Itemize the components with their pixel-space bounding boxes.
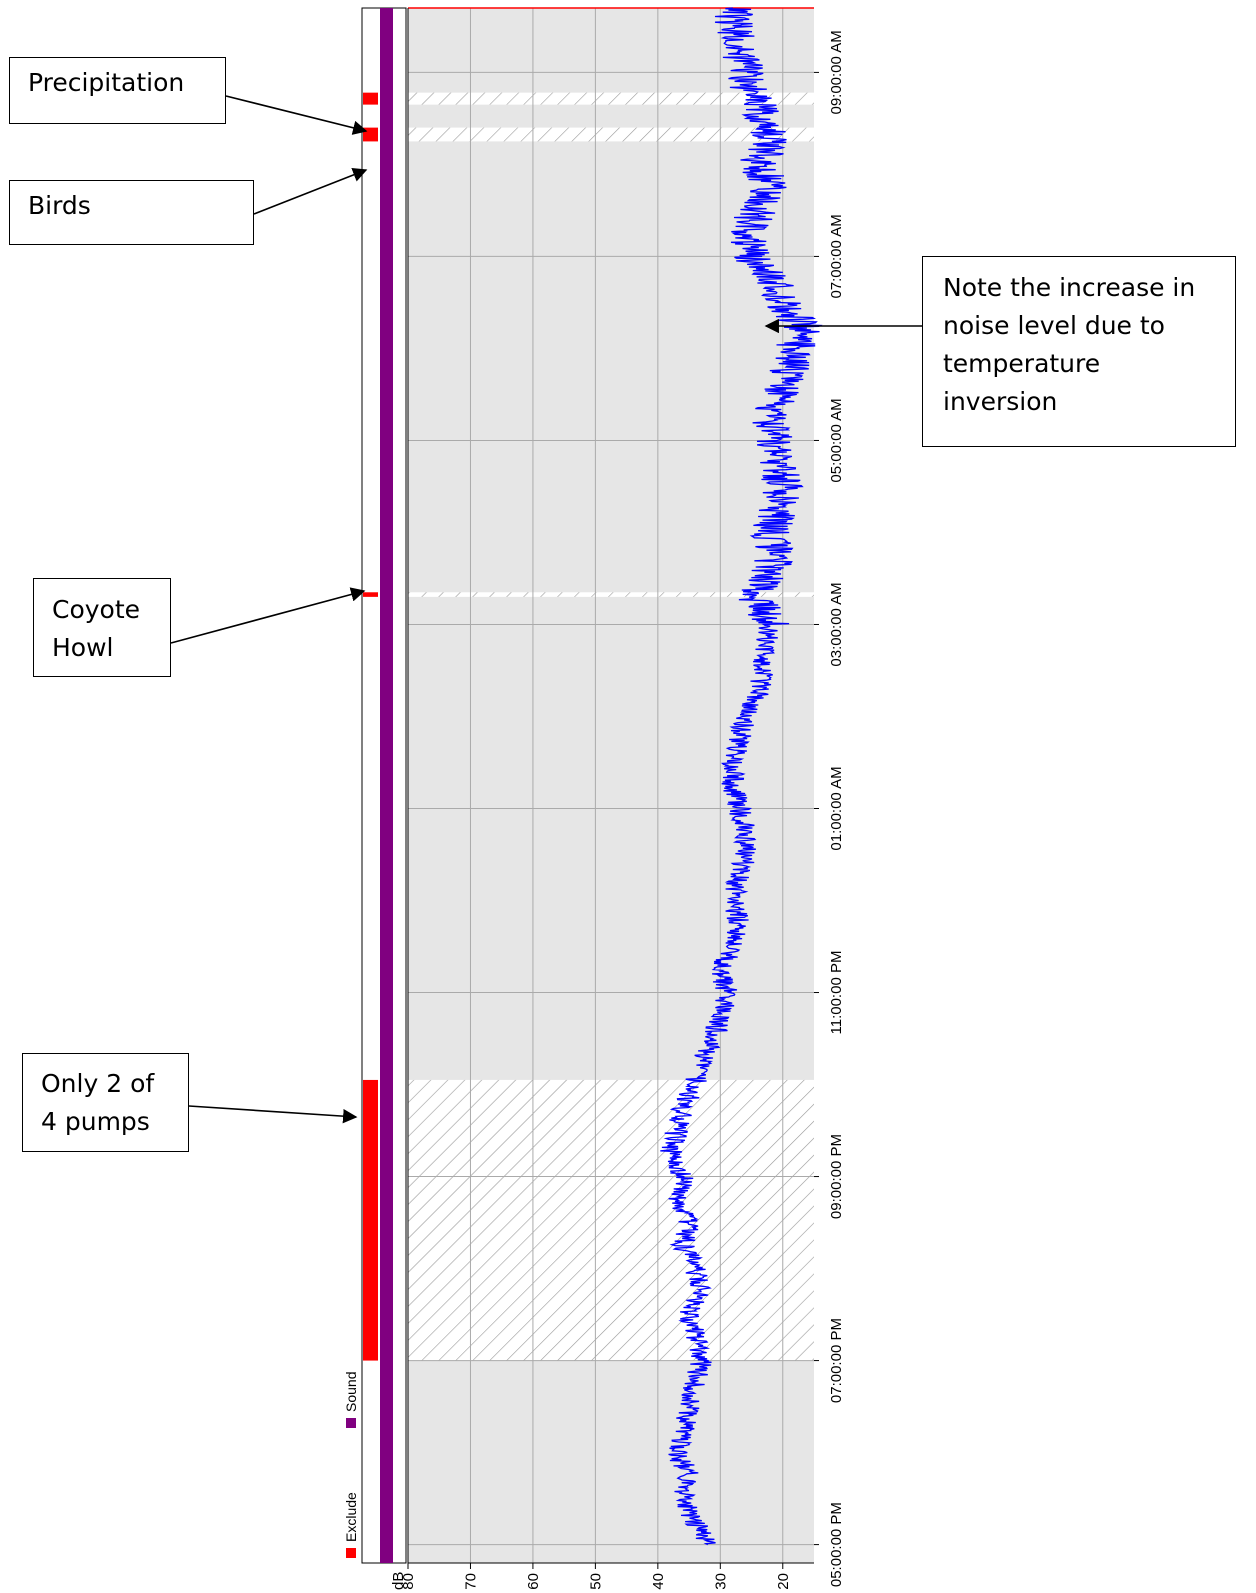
coyote-howl-callout: Coyote Howl [33, 578, 171, 677]
time-tick-label: 09:00:00 AM [828, 30, 845, 114]
pumps-callout: Only 2 of 4 pumps [22, 1053, 189, 1152]
value-tick-label: 30 [712, 1573, 729, 1590]
excluded-zone-1 [408, 1079, 814, 1361]
time-tick-label: 05:00:00 AM [828, 398, 845, 482]
excluded-zone-3 [408, 127, 814, 142]
value-tick-label: 60 [525, 1573, 542, 1590]
value-tick-label: 50 [587, 1573, 604, 1590]
inversion-label-line4: inversion [943, 387, 1058, 416]
time-axis-ticks: 05:00:00 PM 07:00:00 PM 09:00:00 PM 11:00:0… [814, 30, 845, 1587]
inversion-label-line2: noise level due to [943, 311, 1165, 340]
birds-label: Birds [28, 191, 91, 220]
exclude-mark-1 [363, 1079, 378, 1361]
exclude-legend-swatch [346, 1548, 356, 1558]
exclude-mark-4 [363, 92, 378, 105]
time-tick-label: 03:00:00 AM [828, 582, 845, 666]
time-tick-label: 01:00:00 AM [828, 766, 845, 850]
inversion-label-line1: Note the increase in [943, 273, 1196, 302]
pumps-label-line1: Only 2 of [41, 1069, 155, 1098]
coyote-label-line1: Coyote [52, 595, 141, 624]
time-tick-label: 05:00:00 PM [828, 1502, 845, 1587]
excluded-zones [408, 92, 814, 1361]
excluded-zone-2 [408, 592, 814, 597]
exclude-mark-3 [363, 127, 378, 142]
precipitation-callout: Precipitation [9, 57, 226, 124]
value-tick-label: 70 [462, 1573, 479, 1590]
inversion-label-line3: temperature [943, 349, 1101, 378]
coyote-arrow [170, 587, 366, 644]
birds-arrow [253, 168, 368, 215]
temperature-inversion-callout: Note the increase in noise level due to … [922, 256, 1236, 447]
value-tick-label: 40 [650, 1573, 667, 1590]
pumps-label-line2: 4 pumps [41, 1107, 150, 1136]
exclude-mark-2 [363, 592, 378, 597]
time-tick-label: 07:00:00 AM [828, 214, 845, 298]
value-tick-label: 80 [400, 1573, 417, 1590]
sound-legend-swatch [346, 1418, 356, 1428]
value-axis-ticks: 80 70 60 50 40 30 20 [400, 1563, 792, 1590]
time-tick-label: 11:00:00 PM [828, 951, 845, 1035]
coyote-label-line2: Howl [52, 633, 114, 662]
exclude-legend-label: Exclude [343, 1492, 359, 1542]
birds-callout: Birds [9, 180, 254, 245]
sound-trace [660, 7, 823, 1546]
precipitation-label: Precipitation [28, 68, 185, 97]
pumps-arrow [188, 1105, 358, 1124]
time-tick-label: 07:00:00 PM [828, 1318, 845, 1403]
value-tick-label: 20 [775, 1573, 792, 1590]
sound-legend-label: Sound [343, 1372, 359, 1412]
value-axis-label: dB [390, 1572, 407, 1590]
sound-band [380, 8, 393, 1563]
time-tick-label: 09:00:00 PM [828, 1134, 845, 1219]
excluded-zone-4 [408, 92, 814, 105]
precipitation-arrow [225, 95, 368, 135]
